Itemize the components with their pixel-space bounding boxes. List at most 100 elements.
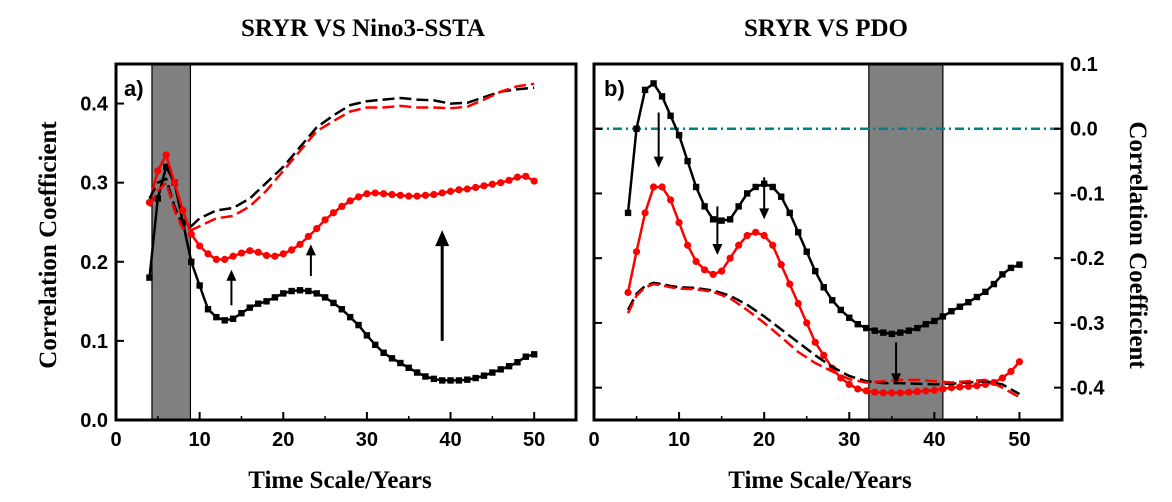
data-point-black-squares [263,298,270,305]
data-point-black-squares [778,193,785,200]
shaded-region [868,63,944,421]
data-point-black-squares [650,80,657,87]
data-point-black-squares [795,229,802,236]
data-point-red-circles [684,241,692,249]
panel-b-title: SRYR VS PDO [744,15,908,42]
data-point-red-circles [820,351,828,359]
data-point-black-squares [313,290,320,297]
data-point-black-squares [990,280,998,288]
data-point-red-circles [296,240,304,248]
data-point-red-circles [488,180,496,188]
data-point-black-squares [246,304,254,311]
data-point-red-circles [413,192,421,200]
data-point-red-circles [998,374,1007,382]
x-tick-label: 0 [588,429,599,451]
data-point-red-circles [888,389,896,397]
data-point-black-squares [221,317,228,324]
data-point-black-squares [829,297,836,304]
y-tick-label: -0.2 [1070,248,1104,270]
x-tick-label: 20 [272,429,294,451]
data-point-black-squares [489,369,496,376]
panel-a-label: a) [124,76,144,101]
data-point-red-circles [354,193,363,201]
panel-b-ylabel: Correlation Coefficient [1124,121,1151,369]
data-point-red-circles [922,387,930,395]
data-point-black-squares [905,327,913,334]
plot-frame [592,62,1064,422]
data-point-black-squares [146,274,153,281]
data-point-black-squares [633,125,640,132]
data-point-red-circles [313,224,321,233]
data-point-black-squares [196,282,203,289]
data-point-red-circles [641,209,649,217]
data-point-red-circles [973,382,981,390]
data-point-red-circles [170,179,179,187]
data-point-black-squares [939,313,947,320]
y-tick-label: -0.3 [1070,313,1104,335]
arrow-head-1 [305,244,316,256]
data-point-black-squares [154,195,162,202]
x-tick-label: 0 [110,429,121,451]
data-point-red-circles [472,183,480,192]
data-point-red-circles [862,387,870,395]
data-point-red-circles [675,218,683,227]
data-point-black-squares [786,209,793,217]
data-point-red-circles [329,209,338,217]
data-point-red-circles [421,191,430,199]
data-point-black-squares [863,324,870,332]
data-point-black-squares [743,190,751,197]
data-point-red-circles [624,288,632,297]
x-tick-label: 40 [439,429,461,451]
data-point-red-circles [658,183,666,191]
data-point-red-circles [154,167,162,175]
data-point-red-circles [735,241,743,249]
data-point-black-squares [726,216,734,223]
data-point-black-squares [965,298,972,306]
data-point-black-squares [701,203,708,210]
panel-b-label: b) [604,76,625,101]
arrow-head-1 [712,243,723,255]
data-point-black-squares [812,267,819,275]
data-point-red-circles [692,257,700,266]
data-point-black-squares [956,303,964,310]
data-point-red-circles [743,231,751,240]
data-point-red-circles [666,196,675,204]
data-point-red-circles [204,250,212,258]
data-point-black-squares [846,314,853,321]
data-point-red-circles [769,241,777,249]
x-tick-label: 30 [838,429,860,451]
data-point-red-circles [446,187,455,195]
data-point-black-squares [709,216,717,223]
data-point-red-circles [752,228,760,236]
data-point-black-squares [405,364,412,371]
data-point-red-circles [718,267,726,275]
plot-frame [114,62,578,422]
data-point-red-circles [964,382,973,390]
series-line-red-dashed [626,282,1021,399]
data-point-black-squares [897,329,904,336]
data-point-black-squares [522,353,530,360]
y-tick-label: 0.1 [1070,54,1098,76]
data-point-black-squares [254,300,262,307]
data-point-black-squares [880,329,887,336]
x-tick-label: 40 [923,429,945,451]
data-point-black-squares [464,376,471,383]
data-point-black-squares [480,372,488,379]
data-point-red-circles [438,189,446,197]
data-point-black-squares [455,377,463,384]
data-point-red-circles [221,255,229,264]
y-tick-label: 0.3 [80,173,108,195]
data-point-red-circles [956,383,964,391]
data-point-black-squares [363,332,371,339]
arrow-head-2 [435,230,450,247]
data-point-red-circles [187,230,195,238]
data-point-red-circles [896,389,904,397]
data-point-black-squares [397,359,404,367]
data-point-black-squares [999,271,1006,278]
data-point-black-squares [735,203,742,210]
data-point-red-circles [854,385,862,393]
data-point-red-circles [321,216,329,224]
data-point-red-circles [162,151,170,159]
panel-b: 0 10 20 30 40 50 -0.4 -0.3 -0.2 -0.1 0.0 0.1 [588,54,1105,451]
data-point-red-circles [455,186,463,194]
